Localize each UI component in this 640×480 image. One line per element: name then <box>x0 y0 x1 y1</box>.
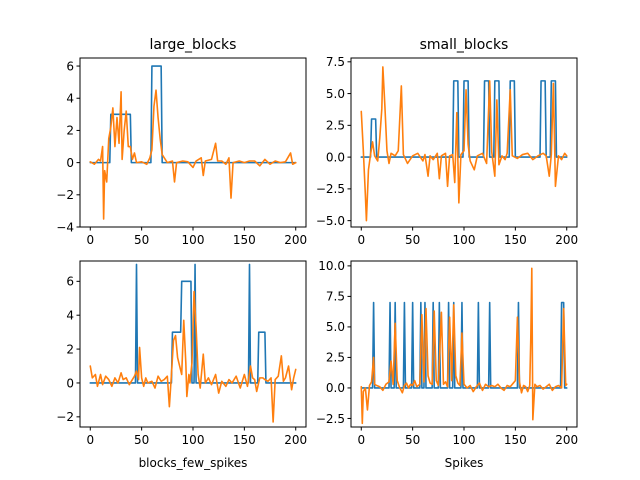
series-line-1 <box>89 290 297 423</box>
y-tick-label: −5.0 <box>316 214 345 228</box>
subplot-large-blocks: large_blocks 0 50 100 150 200 −4 −2 0 2 4 6 <box>56 37 307 247</box>
y-tick-label: 0.0 <box>326 150 345 164</box>
y-tick-label: 2.5 <box>326 119 345 133</box>
series-line-1 <box>360 66 568 222</box>
y-tick-label: 4 <box>66 92 74 106</box>
x-tick-label: 50 <box>405 433 420 447</box>
series-group <box>360 267 568 425</box>
y-tick-label: −4 <box>56 220 74 234</box>
y-tick-label: 0 <box>66 376 74 390</box>
y-tick-label: 6 <box>66 59 74 73</box>
y-tick-label: 2 <box>66 124 74 138</box>
y-tick-label: 4 <box>66 309 74 323</box>
y-tick-label: 2 <box>66 342 74 356</box>
series-group <box>360 66 568 222</box>
y-tick-label: 6 <box>66 275 74 289</box>
x-tick-label: 200 <box>555 233 578 247</box>
y-tick-label: 0 <box>66 156 74 170</box>
subplot-blocks-few-spikes: blocks_few_spikes 0 50 100 150 200 −2 0 2 4 6 <box>56 260 307 470</box>
x-axis-label: blocks_few_spikes <box>139 456 248 470</box>
x-tick-label: 150 <box>233 433 256 447</box>
x-tick-label: 50 <box>405 233 420 247</box>
x-tick-label: 200 <box>284 233 307 247</box>
y-tick-label: −2 <box>56 410 74 424</box>
x-tick-label: 150 <box>504 233 527 247</box>
series-line-1 <box>360 267 568 425</box>
subplot-small-blocks: small_blocks 0 50 100 150 200 −5.0 −2.5 0.0 2.5 5… <box>316 37 578 247</box>
x-tick-label: 50 <box>134 433 149 447</box>
series-group <box>89 263 297 423</box>
x-tick-label: 0 <box>357 233 365 247</box>
y-tick-label: 5.0 <box>326 87 345 101</box>
x-tick-label: 0 <box>86 433 94 447</box>
subplot-spikes: Spikes 0 50 100 150 200 −2.5 0.0 2.5 5.0 7.5 10.0 <box>316 259 578 470</box>
x-tick-label: 150 <box>233 233 256 247</box>
y-tick-label: 5.0 <box>326 320 345 334</box>
chart-title: large_blocks <box>150 37 237 53</box>
y-tick-label: −2.5 <box>316 182 345 196</box>
series-group <box>89 65 297 220</box>
chart-title: small_blocks <box>420 37 509 53</box>
x-tick-label: 100 <box>453 233 476 247</box>
y-tick-label: 7.5 <box>326 290 345 304</box>
x-tick-label: 50 <box>134 233 149 247</box>
x-tick-label: 0 <box>86 233 94 247</box>
y-tick-label: 2.5 <box>326 351 345 365</box>
y-tick-label: 10.0 <box>318 259 345 273</box>
y-tick-label: 7.5 <box>326 55 345 69</box>
x-tick-label: 200 <box>284 433 307 447</box>
x-tick-label: 150 <box>504 433 527 447</box>
x-tick-label: 100 <box>453 433 476 447</box>
x-axis-label: Spikes <box>445 456 484 470</box>
x-tick-label: 200 <box>555 433 578 447</box>
series-line-1 <box>89 89 297 220</box>
y-tick-label: −2.5 <box>316 412 345 426</box>
x-tick-label: 100 <box>182 233 205 247</box>
y-tick-label: 0.0 <box>326 381 345 395</box>
x-tick-label: 0 <box>357 433 365 447</box>
x-tick-label: 100 <box>182 433 205 447</box>
y-tick-label: −2 <box>56 188 74 202</box>
